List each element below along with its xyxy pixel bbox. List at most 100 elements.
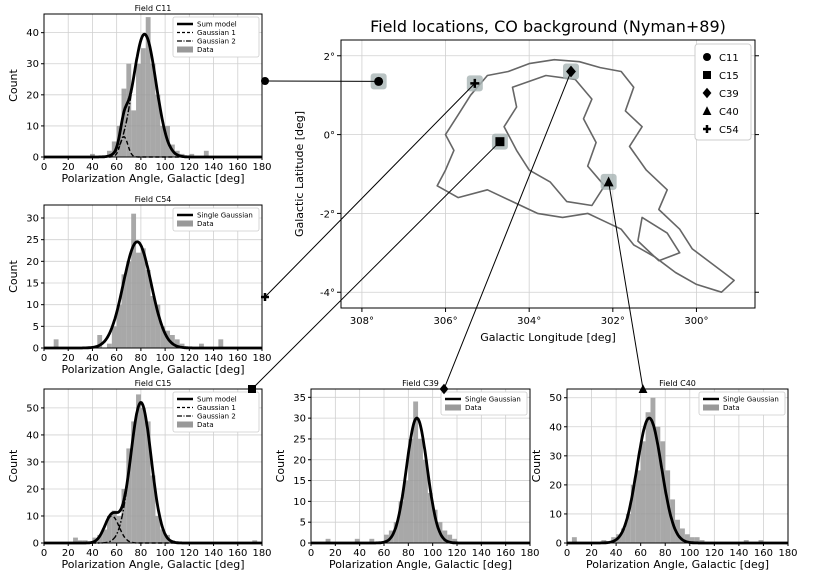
y-tick-label: 15 [293,476,306,487]
hist-bar [660,441,666,543]
x-tick-label: 0 [41,353,47,364]
y-tick-label: 10 [26,511,39,522]
connectors [248,71,648,395]
hist-bar [160,529,166,543]
hist-bar [160,125,166,157]
hist-bar [90,153,95,157]
legend-label: Data [197,421,214,429]
legend-marker [703,71,711,79]
hist-bar [150,296,156,348]
x-tick-label: 40 [86,353,99,364]
y-tick-label: 0 [556,539,562,550]
axes-frame [310,388,531,544]
x-tick-label: 60 [110,548,123,559]
legend-swatch [177,46,193,53]
hist-bar [73,537,78,543]
hist-bar [155,515,161,543]
hist-bar [408,438,414,543]
x-tick-label: 180 [778,548,797,559]
panel-title: Field C11 [135,4,172,13]
x-tick-label: 60 [634,548,647,559]
x-tick-label: 304° [517,316,541,327]
hist-bar [199,343,204,348]
hist-bar [121,88,127,157]
x-tick-label: 40 [86,162,99,173]
hist-bar [384,534,389,543]
hist-bar [413,401,419,543]
legend-label: Single Gaussian [197,212,253,220]
legend-label: Gaussian 2 [197,413,236,421]
map-title: Field locations, CO background (Nyman+89… [370,17,726,36]
y-tick-label: 20 [26,484,39,495]
panel-c54: 0 20 40 60 80 100 120 140 160 180 0 5 10 15 20 25 30 Fiel… [7,195,272,376]
y-tick-label: 10 [549,509,562,520]
x-tick-label: 60 [110,353,123,364]
x-tick-label: 306° [433,316,457,327]
y-tick-label: 0 [33,153,39,164]
axes-frame [43,204,263,349]
y-axis-label: Count [7,68,20,101]
y-tick-label: 0 [300,539,306,550]
x-tick-label: 180 [252,548,271,559]
x-tick-label: 40 [86,548,99,559]
hist-bar [689,537,695,543]
hist-bar [121,488,127,543]
hist-bar [111,141,117,157]
hist-bar [189,153,195,157]
x-axis-label: Polarization Angle, Galactic [deg] [61,558,244,571]
legend-marker [703,53,711,61]
hist-bar [136,252,141,348]
hist-bar [116,304,122,348]
legend-box [172,207,260,232]
legend-label: Data [197,46,214,54]
legend-label: C39 [719,89,739,100]
hist-bar [743,540,749,543]
hist-bar [97,335,103,348]
x-tick-label: 160 [754,548,773,559]
hist-bar [699,540,705,543]
y-tick-label: 10 [26,121,39,132]
y-tick-label: 20 [293,455,306,466]
x-tick-label: 60 [110,162,123,173]
x-tick-label: 100 [156,353,175,364]
x-tick-label: 20 [329,548,342,559]
connector-marker-c54 [261,293,269,301]
legend-label: Gaussian 2 [197,38,236,46]
y-axis-label: Count [274,449,287,482]
connector-c15 [251,141,501,390]
legend-box [694,43,752,141]
y-tick-label: 40 [549,422,562,433]
x-tick-label: 308° [350,316,374,327]
hist-bar [102,529,107,543]
legend-label: C15 [719,71,739,82]
hist-bar [140,48,146,158]
hist-bar [403,480,409,543]
hist-bar [218,339,224,348]
legend: C11 C15 C39 C40 C54 [694,43,752,141]
connector-marker-c40 [638,384,648,393]
hist-bar [427,493,433,543]
connector-c40 [608,181,644,390]
y-axis-label: Galactic Latitude [deg] [293,111,306,237]
x-tick-label: 140 [729,548,748,559]
legend-label: Sum model [197,396,237,404]
hist-bar [111,510,117,543]
legend-marker [702,106,712,115]
y-tick-label: -4° [320,288,335,299]
y-tick-label: 10 [293,497,306,508]
hist-bar [447,534,453,543]
y-tick-label: 20 [26,257,39,268]
legend-box [698,391,786,416]
legend-box [440,391,528,416]
x-tick-label: 160 [228,548,247,559]
x-tick-label: 180 [520,548,539,559]
legend-swatch [177,421,193,428]
x-tick-label: 140 [204,548,223,559]
hist-bar [369,538,375,543]
field-marker-c40 [603,176,614,187]
y-tick-label: 25 [293,434,306,445]
y-tick-label: 5 [300,518,306,529]
